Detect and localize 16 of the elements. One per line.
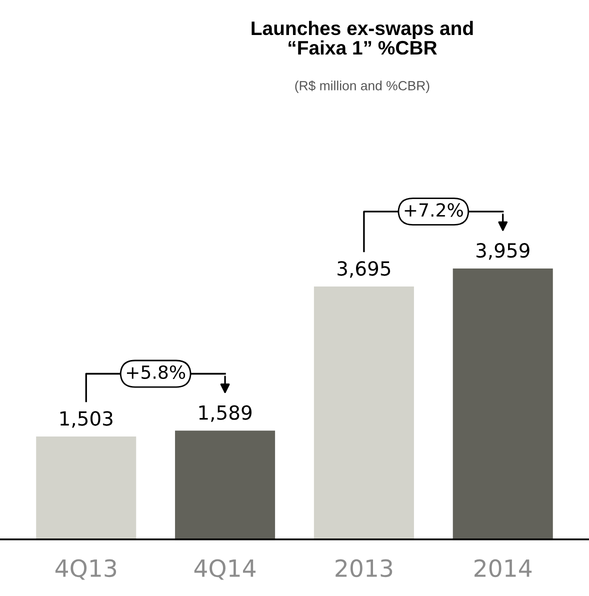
annotation: +5.8% xyxy=(127,365,186,379)
data-label: 3,695 xyxy=(338,261,390,278)
x-tick-label: 4Q13 xyxy=(55,559,116,580)
bar xyxy=(175,430,276,540)
x-tick-label: 4Q14 xyxy=(194,559,256,580)
chart-title: Launches ex-swaps and “Faixa 1” %CBR xyxy=(252,20,473,55)
text: +7.2% xyxy=(404,203,463,217)
data-label: 1,589 xyxy=(199,405,252,422)
bar xyxy=(452,268,553,540)
x-tick-label: 2013 xyxy=(336,559,392,578)
chart-subtitle: (R$ million and %CBR) xyxy=(295,80,430,93)
bar xyxy=(314,286,414,540)
x-tick-label: 2014 xyxy=(474,559,532,578)
data-label: 1,503 xyxy=(60,411,112,428)
data-label: 3,959 xyxy=(476,243,530,260)
bar xyxy=(36,436,136,540)
